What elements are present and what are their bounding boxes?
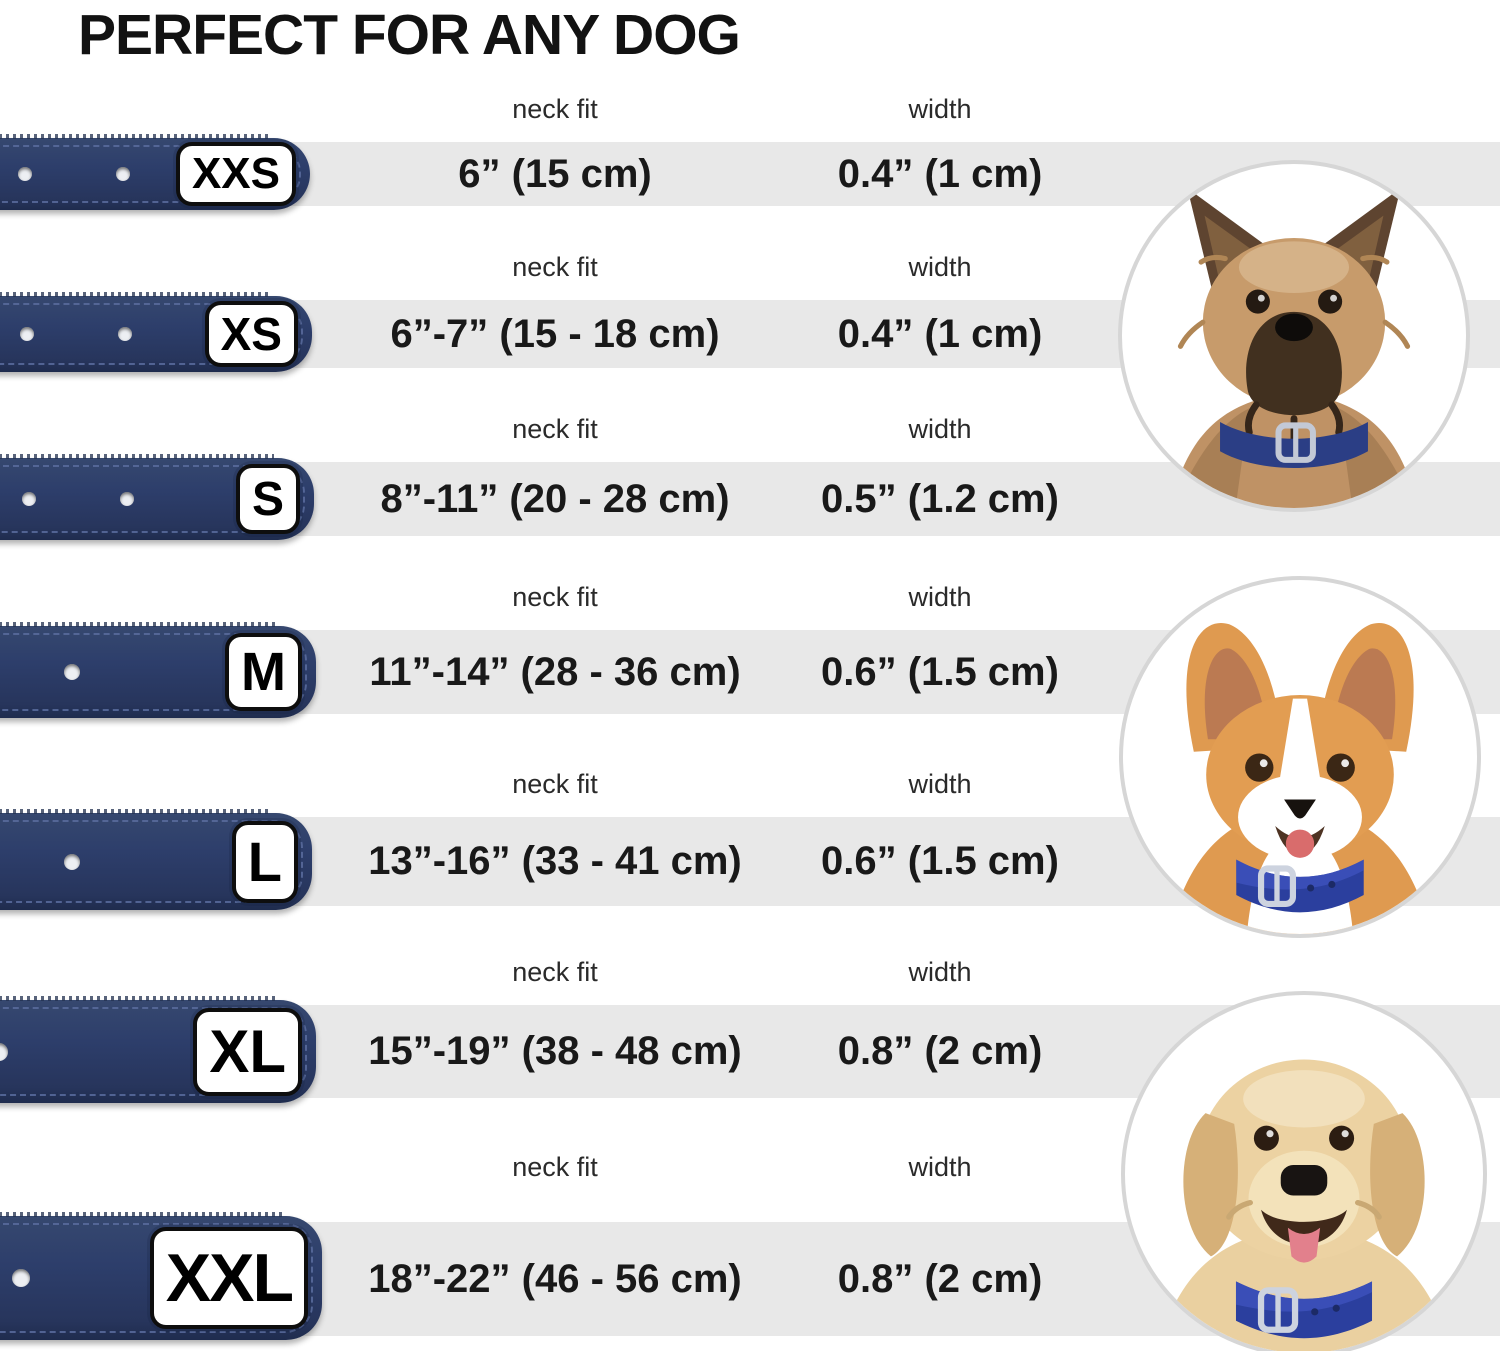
- collar-hole: [64, 853, 80, 870]
- collar-stitching: [0, 1223, 313, 1333]
- size-badge: L: [231, 820, 298, 903]
- neck-fit-value: 6” (15 cm): [458, 151, 652, 196]
- collar-strap-xl: XL: [0, 996, 316, 1103]
- neck-fit-value: 15”-19” (38 - 48 cm): [368, 1029, 742, 1073]
- labrador-illustration: [1157, 1059, 1451, 1351]
- neck-fit-header: neck fit: [512, 1152, 598, 1182]
- size-badge-label: XXL: [165, 1240, 294, 1316]
- width-value: 0.8” (2 cm): [837, 1256, 1043, 1301]
- width-value: 0.5” (1.2 cm): [821, 476, 1059, 521]
- width-value: 0.8” (2 cm): [837, 1029, 1043, 1073]
- neck-fit-header: neck fit: [512, 582, 598, 612]
- width-header: width: [908, 582, 972, 612]
- width-header: width: [908, 957, 972, 987]
- neck-fit-header: neck fit: [512, 414, 598, 444]
- terrier-photo: [1118, 160, 1470, 512]
- size-badge: XS: [204, 301, 298, 367]
- size-badge-label: XS: [220, 308, 282, 360]
- collar-hole: [116, 167, 130, 181]
- collar-suede-edge: [0, 134, 270, 139]
- collar-strap-l: L: [0, 809, 312, 910]
- collar-hole: [64, 664, 80, 680]
- width-value: 0.4” (1 cm): [837, 151, 1043, 196]
- collar-stitching: [0, 820, 303, 903]
- size-badge: XXS: [175, 142, 296, 206]
- collar-stitching: [0, 303, 303, 365]
- collar-hole: [22, 492, 36, 506]
- collar-suede-edge: [0, 809, 272, 814]
- size-badge: XXL: [149, 1227, 308, 1329]
- corgi-photo: [1119, 576, 1481, 938]
- size-badge-label: S: [251, 472, 284, 526]
- size-badge-label: XXS: [191, 149, 280, 198]
- collar-strap-xs: XS: [0, 292, 312, 372]
- collar-strap-xxl: XXL: [0, 1212, 322, 1340]
- collar-suede-edge: [0, 1212, 282, 1217]
- size-badge: S: [235, 464, 300, 534]
- neck-fit-value: 13”-16” (33 - 41 cm): [368, 839, 742, 883]
- collar-hole: [12, 1269, 30, 1287]
- width-header: width: [908, 252, 972, 282]
- neck-fit-value: 8”-11” (20 - 28 cm): [380, 476, 730, 521]
- collar-suede-edge: [0, 454, 274, 459]
- page-title: PERFECT FOR ANY DOG: [78, 3, 741, 67]
- size-badge: XL: [193, 1007, 302, 1096]
- corgi-illustration: [1169, 622, 1431, 934]
- collar-strap-xxs: XXS: [0, 134, 310, 210]
- neck-fit-value: 11”-14” (28 - 36 cm): [369, 649, 741, 694]
- collar-hole: [0, 1042, 8, 1061]
- collar-suede-edge: [0, 292, 272, 297]
- size-badge-label: L: [247, 830, 282, 893]
- collar-hole: [20, 327, 34, 341]
- collar-strap-m: M: [0, 622, 316, 718]
- width-header: width: [908, 414, 972, 444]
- collar-stitching: [0, 1007, 307, 1096]
- collar-stitching: [0, 465, 305, 533]
- collar-hole: [120, 492, 134, 506]
- width-value: 0.4” (1 cm): [837, 311, 1043, 356]
- neck-fit-header: neck fit: [512, 252, 598, 282]
- collar-suede-edge: [0, 996, 276, 1001]
- collar-stitching: [0, 633, 307, 711]
- width-header: width: [908, 769, 972, 799]
- collar-stitching: [0, 145, 301, 203]
- collar-strap-s: S: [0, 454, 314, 540]
- size-badge-label: M: [241, 642, 286, 702]
- terrier-illustration: [1170, 188, 1418, 508]
- collar-suede-edge: [0, 622, 276, 627]
- neck-fit-value: 18”-22” (46 - 56 cm): [368, 1256, 742, 1301]
- neck-fit-value: 6”-7” (15 - 18 cm): [390, 311, 720, 356]
- neck-fit-header: neck fit: [512, 957, 598, 987]
- neck-fit-header: neck fit: [512, 769, 598, 799]
- size-badge-label: XL: [209, 1018, 286, 1085]
- neck-fit-header: neck fit: [512, 94, 598, 124]
- width-header: width: [908, 94, 972, 124]
- width-value: 0.6” (1.5 cm): [821, 649, 1059, 694]
- width-value: 0.6” (1.5 cm): [821, 839, 1059, 883]
- width-header: width: [908, 1152, 972, 1182]
- collar-hole: [118, 327, 132, 341]
- labrador-photo: [1121, 991, 1487, 1351]
- size-badge: M: [225, 633, 302, 711]
- collar-hole: [18, 167, 32, 181]
